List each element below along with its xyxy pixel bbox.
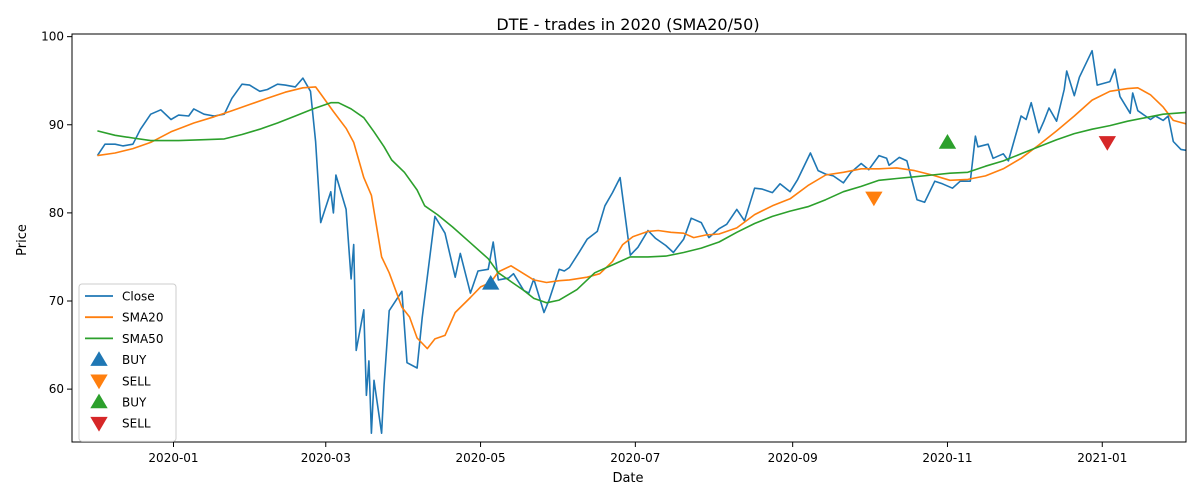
legend-swatch-sell	[90, 416, 108, 432]
x-axis-label: Date	[612, 471, 643, 486]
trade-marker-sell-4	[1098, 136, 1117, 151]
chart-title: DTE - trades in 2020 (SMA20/50)	[496, 15, 759, 34]
series-line-sma50	[97, 101, 1187, 304]
legend-label-sma50: SMA50	[122, 332, 163, 346]
y-axis-label: Price	[15, 224, 30, 256]
marker-layer	[482, 133, 1117, 290]
legend-swatch-sell	[90, 374, 108, 390]
y-tick-label: 60	[49, 382, 64, 396]
legend-label-sell: SELL	[122, 374, 151, 388]
x-tick-label: 2020-03	[301, 451, 351, 465]
y-tick-label: 100	[41, 30, 64, 44]
legend-label-sell: SELL	[122, 417, 151, 431]
y-axis-ticks: 60 70 80 90 100	[41, 30, 72, 396]
y-tick-label: 70	[49, 294, 64, 308]
x-tick-label: 2020-09	[768, 451, 818, 465]
legend-label-close: Close	[122, 290, 155, 304]
y-tick-label: 80	[49, 206, 64, 220]
trade-marker-sell-2	[865, 191, 883, 207]
legend: Close SMA20 SMA50 BUY SELL BUY SELL	[78, 283, 177, 442]
x-tick-label: 2020-07	[610, 451, 660, 465]
legend-label-buy: BUY	[122, 396, 147, 410]
legend-label-sma20: SMA20	[122, 311, 163, 325]
x-tick-label: 2020-01	[148, 451, 198, 465]
series-line-sma20	[97, 86, 1187, 350]
trade-marker-buy-3	[938, 133, 957, 149]
x-tick-label: 2020-11	[922, 451, 972, 465]
trade-marker-buy-1	[482, 274, 500, 290]
series-layer	[96, 49, 1187, 435]
plot-frame	[71, 33, 1187, 443]
legend-swatch-buy	[90, 393, 108, 409]
x-tick-label: 2020-05	[455, 451, 505, 465]
legend-label-buy: BUY	[122, 353, 147, 367]
x-axis-ticks: 2020-01 2020-03 2020-05 2020-07 2020-09 2020-…	[148, 442, 1127, 465]
y-tick-label: 90	[49, 118, 64, 132]
legend-swatch-buy	[90, 351, 108, 366]
x-tick-label: 2021-01	[1077, 451, 1127, 465]
